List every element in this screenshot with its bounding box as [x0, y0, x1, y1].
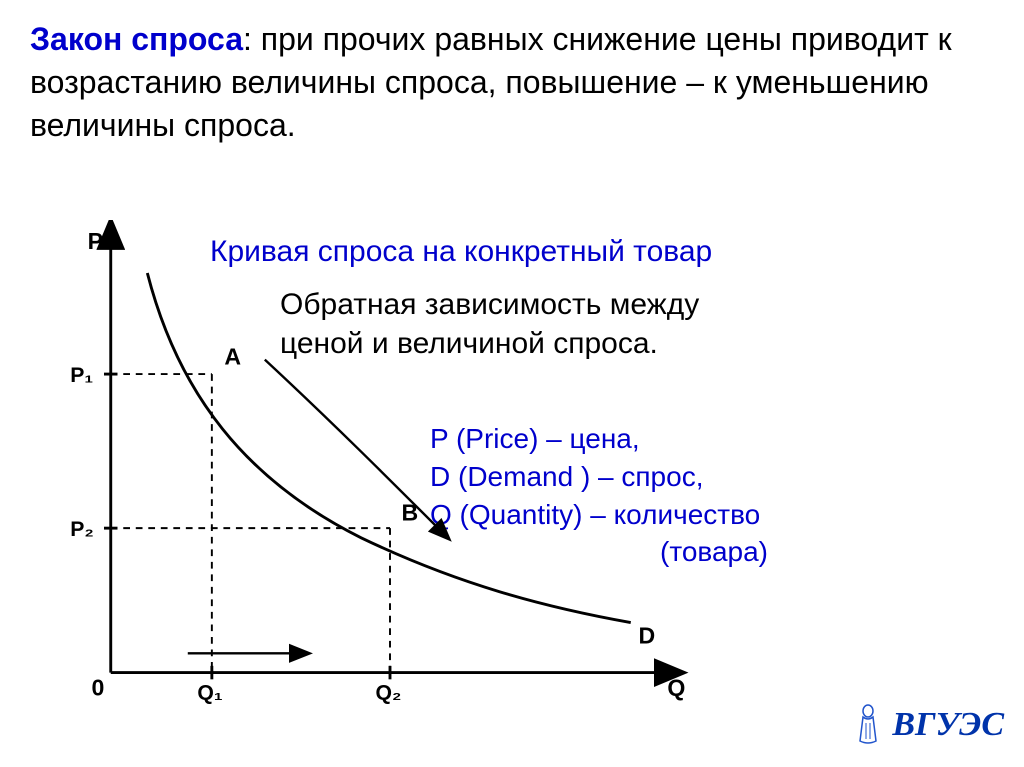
- y-axis-label: P: [88, 228, 103, 254]
- tick-label-q2: Q₂: [376, 682, 402, 705]
- tick-label-p1: P₁: [70, 364, 93, 387]
- title-block: Закон спроса: при прочих равных снижение…: [0, 0, 1024, 158]
- demand-curve-chart: P Q 0 D P₁ Q₁ A P₂ Q₂ B: [30, 220, 750, 740]
- logo-icon: [852, 701, 884, 749]
- motion-arrow-curve: [265, 360, 438, 529]
- point-label-a: A: [224, 343, 241, 369]
- tick-label-p2: P₂: [70, 518, 94, 541]
- title-bold: Закон спроса: [30, 21, 243, 57]
- tick-label-q1: Q₁: [197, 682, 222, 705]
- point-label-b: B: [402, 499, 419, 525]
- curve-label-d: D: [638, 623, 655, 649]
- logo-block: ВГУЭС: [852, 701, 1004, 749]
- logo-text: ВГУЭС: [892, 706, 1004, 744]
- x-axis-label: Q: [667, 675, 685, 701]
- origin-label: 0: [91, 675, 104, 701]
